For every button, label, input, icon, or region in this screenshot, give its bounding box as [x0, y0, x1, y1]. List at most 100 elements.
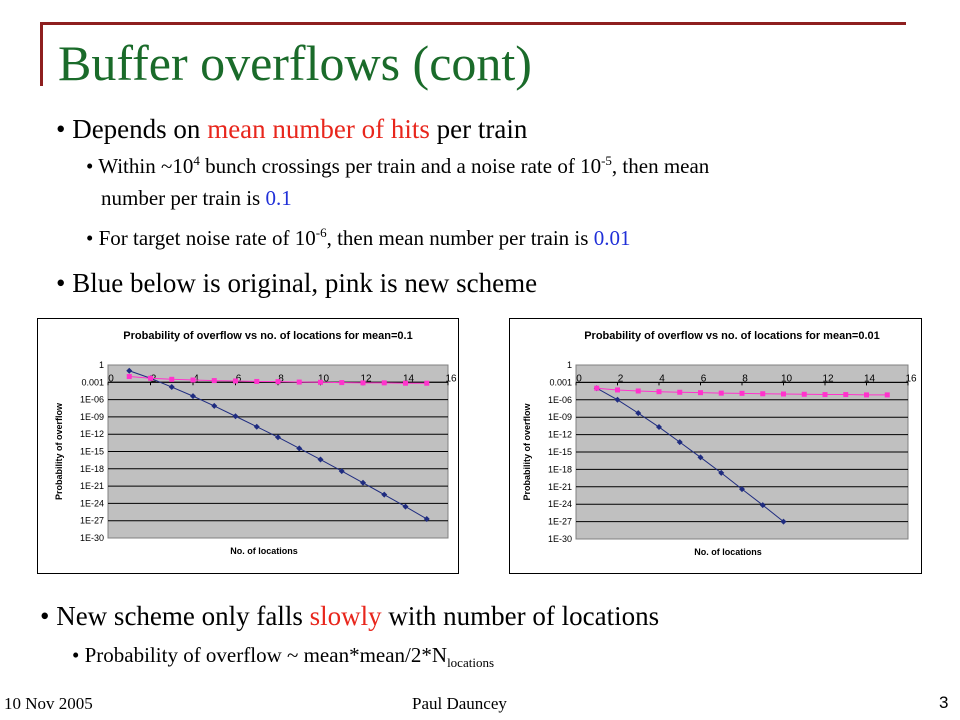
y-tick-label: 0.001 — [81, 377, 104, 387]
y-tick-label: 1E-30 — [548, 534, 572, 544]
bullet-dot: • — [40, 601, 50, 631]
data-point-square — [843, 392, 849, 398]
data-point-square — [233, 378, 238, 384]
subbullet-noise-rate-5-line2: number per train is 0.1 — [101, 186, 292, 211]
mean-value-0-01: 0.01 — [593, 226, 631, 250]
data-point-diamond — [614, 396, 621, 403]
data-point-diamond — [275, 434, 281, 441]
x-tick-label: 6 — [701, 373, 707, 384]
y-tick-label: 1E-09 — [80, 412, 104, 422]
data-point-diamond — [126, 367, 133, 374]
bullet-dot: • — [56, 114, 66, 144]
x-tick-label: 14 — [864, 373, 876, 384]
data-point-square — [864, 392, 869, 398]
data-point-diamond — [718, 469, 725, 476]
bullet-text-post: with number of locations — [381, 601, 660, 631]
data-point-square — [698, 390, 703, 396]
data-point-square — [615, 387, 620, 393]
x-axis-title: No. of locations — [694, 547, 762, 557]
bullet-text: Blue below is original, pink is new sche… — [72, 268, 538, 298]
data-point-diamond — [168, 384, 175, 391]
slide-title: Buffer overflows (cont) — [58, 35, 532, 91]
data-point-square — [739, 390, 745, 396]
chart-title: Probability of overflow vs no. of locati… — [123, 330, 412, 342]
y-tick-label: 1E-27 — [548, 517, 572, 527]
data-point-diamond — [381, 491, 388, 498]
y-tick-label: 1E-24 — [80, 498, 104, 508]
y-tick-label: 1E-21 — [548, 482, 572, 492]
y-tick-label: 1 — [567, 360, 572, 370]
data-point-diamond — [759, 502, 766, 509]
data-point-square — [318, 379, 323, 385]
chart-mean-0-01-svg: Probability of overflow vs no. of locati… — [522, 330, 917, 557]
data-point-diamond — [232, 413, 239, 420]
y-axis-title: Probability of overflow — [522, 402, 532, 500]
data-point-square — [381, 380, 387, 386]
footer-author: Paul Dauncey — [412, 694, 507, 713]
data-point-square — [635, 388, 641, 394]
data-point-square — [296, 379, 302, 385]
data-point-square — [403, 380, 408, 386]
superscript: -6 — [315, 225, 327, 240]
chart-mean-0-1: Probability of overflow vs no. of locati… — [37, 318, 459, 574]
chart-title: Probability of overflow vs no. of locati… — [584, 330, 880, 342]
x-tick-label: 12 — [360, 373, 372, 384]
series-line — [596, 387, 784, 522]
y-tick-label: 1E-27 — [80, 516, 104, 526]
y-tick-label: 1 — [99, 360, 104, 370]
subbullet-text-1: Within ~10 — [98, 154, 194, 178]
bullet-dot: • — [86, 154, 94, 178]
data-point-square — [360, 380, 366, 386]
subbullet-noise-rate-5: • Within ~104 bunch crossings per train … — [86, 154, 709, 179]
data-point-square — [718, 390, 724, 396]
data-point-diamond — [676, 439, 683, 446]
subbullet-line2-text: number per train is — [101, 186, 266, 210]
data-point-diamond — [656, 424, 662, 431]
x-tick-label: 8 — [742, 373, 748, 384]
x-axis-title: No. of locations — [230, 546, 298, 556]
y-tick-label: 1E-21 — [80, 481, 104, 491]
title-frame-top-rule — [40, 22, 906, 25]
x-tick-label: 14 — [403, 373, 415, 384]
data-point-diamond — [402, 503, 409, 510]
y-tick-label: 0.001 — [549, 377, 572, 387]
x-tick-label: 12 — [822, 373, 834, 384]
bullet-dot: • — [56, 268, 66, 298]
data-point-diamond — [317, 456, 324, 463]
y-tick-label: 1E-18 — [548, 464, 572, 474]
data-point-square — [126, 374, 132, 380]
subbullet-text-2: bunch crossings per train and a noise ra… — [199, 154, 602, 178]
title-frame-left-rule — [40, 22, 43, 86]
y-tick-label: 1E-18 — [80, 464, 104, 474]
x-tick-label: 10 — [781, 373, 793, 384]
data-point-diamond — [211, 402, 218, 409]
bullet-new-scheme-slow: • New scheme only falls slowly with numb… — [40, 601, 659, 632]
bullet-dot: • — [72, 643, 80, 667]
subbullet-noise-rate-6: • For target noise rate of 10-6, then me… — [86, 226, 630, 251]
y-tick-label: 1E-12 — [80, 429, 104, 439]
bullet-text-pre: Depends on — [72, 114, 208, 144]
data-point-diamond — [296, 445, 303, 452]
y-tick-label: 1E-06 — [548, 395, 572, 405]
page-number: 3 — [939, 693, 949, 712]
data-point-square — [760, 391, 766, 397]
data-point-diamond — [739, 486, 745, 493]
subbullet-overflow-formula: • Probability of overflow ~ mean*mean/2*… — [72, 643, 495, 671]
data-point-diamond — [635, 410, 642, 417]
x-tick-label: 10 — [318, 373, 330, 384]
data-point-square — [656, 389, 662, 395]
bullet-mean-number: • Depends on mean number of hits per tra… — [56, 114, 527, 145]
bullet-dot: • — [86, 226, 94, 250]
superscript: -5 — [601, 153, 612, 168]
x-tick-label: 16 — [905, 373, 917, 384]
x-tick-label: 6 — [236, 373, 242, 384]
chart-mean-0-01: Probability of overflow vs no. of locati… — [509, 318, 922, 574]
data-point-square — [884, 392, 890, 398]
bullet-text-post: per train — [429, 114, 528, 144]
subscript: locations — [447, 655, 495, 671]
data-point-diamond — [423, 515, 430, 522]
superscript: 4 — [193, 153, 200, 168]
data-point-diamond — [190, 393, 196, 400]
data-point-square — [677, 389, 683, 395]
data-point-square — [169, 376, 175, 382]
